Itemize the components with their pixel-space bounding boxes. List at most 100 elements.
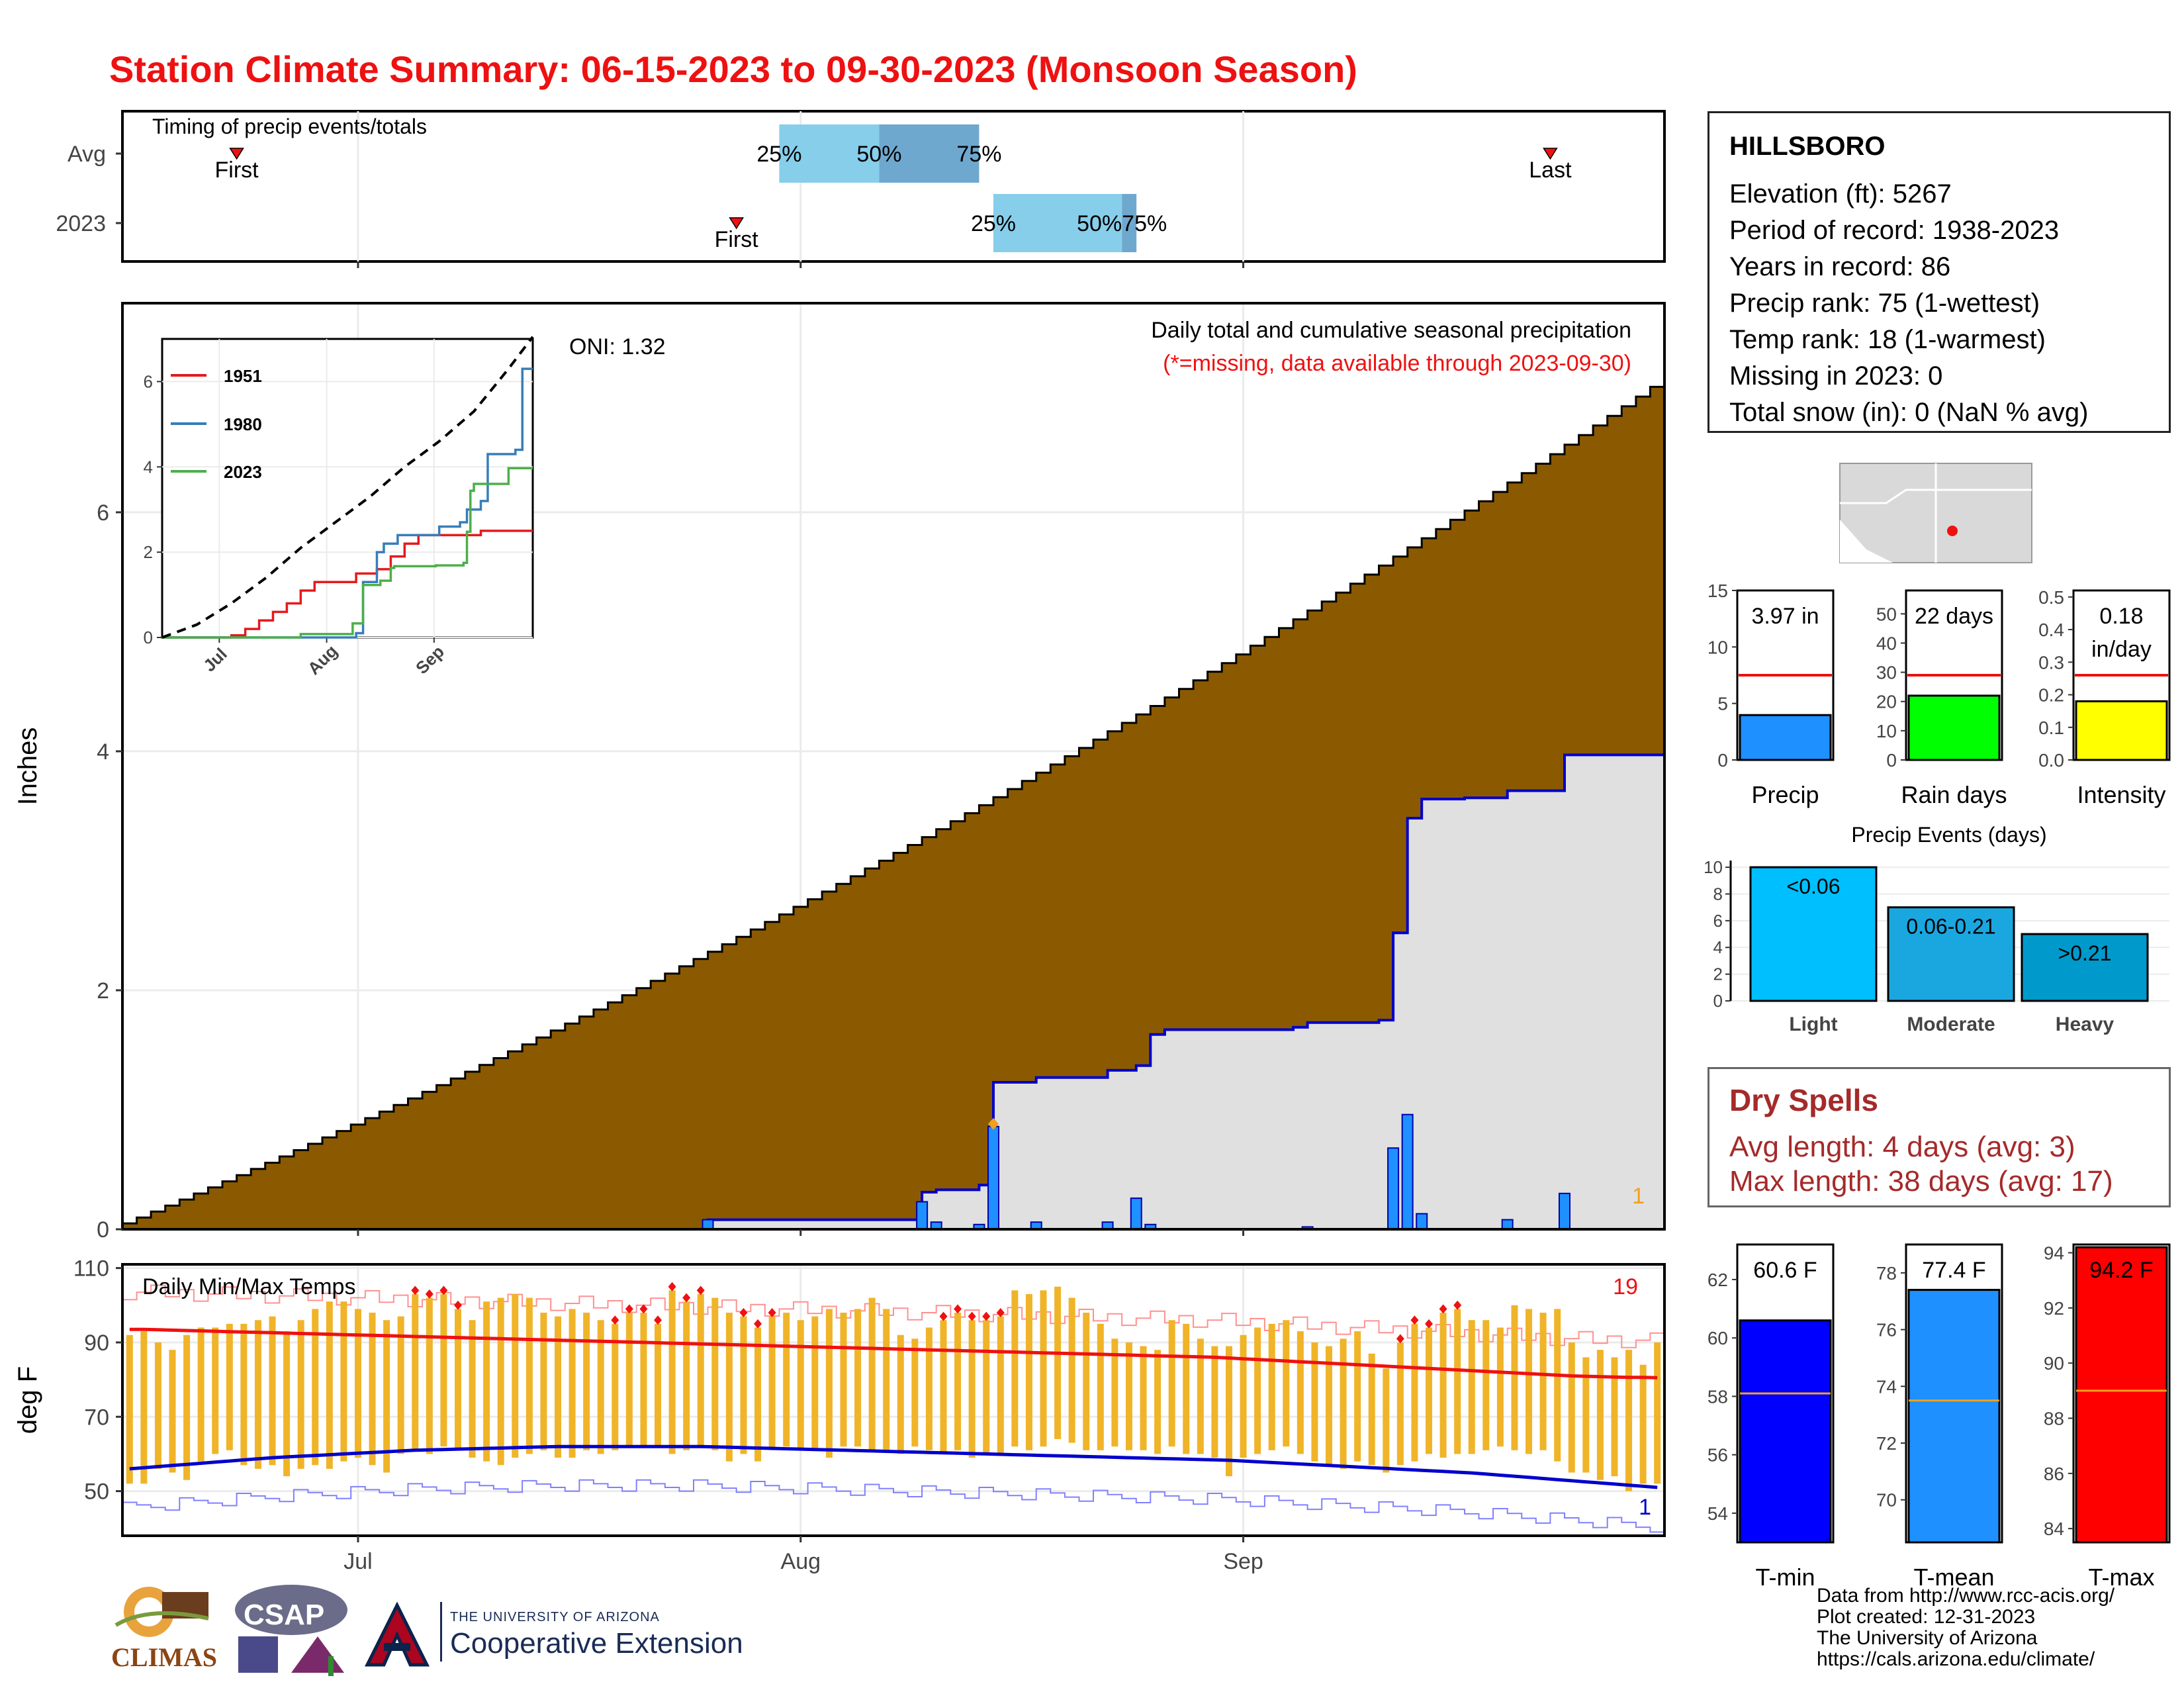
- temp-daily-bar: [1025, 1293, 1032, 1450]
- tmean-panel-y-tick-label: 84: [2044, 1519, 2064, 1539]
- events-bar: [1749, 866, 1878, 1002]
- temp-daily-bar: [1554, 1309, 1561, 1462]
- temp-daily-bar: [983, 1320, 990, 1454]
- temp-daily-bar: [525, 1297, 533, 1454]
- footer-credits: Data from http://www.rcc-acis.org/ Plot …: [1817, 1585, 2115, 1670]
- temp-daily-bar: [440, 1293, 447, 1447]
- events-y-tick-label: 8: [1713, 884, 1723, 904]
- temp-daily-bar: [1396, 1342, 1404, 1466]
- station-name: HILLSBORO: [1729, 132, 1886, 161]
- footer-data-source: Data from http://www.rcc-acis.org/: [1817, 1585, 2115, 1607]
- temp-daily-bar: [140, 1331, 148, 1484]
- precip-avg-cumulative-area: [121, 385, 1666, 1231]
- temp-daily-bar: [868, 1297, 876, 1450]
- precip-y-tick-label: 6: [97, 500, 109, 526]
- dry-spells-box: Dry Spells Avg length: 4 days (avg: 3) M…: [1707, 1067, 2171, 1207]
- temp-daily-bar: [997, 1316, 1004, 1454]
- temp-daily-bar: [1183, 1323, 1190, 1454]
- temp-daily-bar: [655, 1323, 662, 1447]
- temp-daily-bar: [1283, 1320, 1290, 1447]
- temp-record-marker: [654, 1315, 662, 1325]
- timing-first-marker: [729, 217, 745, 230]
- temp-daily-bar: [1197, 1338, 1204, 1454]
- footer-university: The University of Arizona: [1817, 1627, 2038, 1649]
- tmean-panel-y-tick-label: 72: [1876, 1433, 1897, 1454]
- temp-record-marker: [754, 1319, 762, 1329]
- temp-daily-bar: [197, 1327, 205, 1462]
- temp-y-tick-label: 110: [73, 1256, 109, 1282]
- temp-record-high-count: 19: [1613, 1274, 1638, 1299]
- temp-daily-bar: [240, 1323, 248, 1466]
- inset-series-line: [162, 367, 533, 639]
- temp-daily-bar: [383, 1320, 390, 1473]
- inset-y-tick-label: 2: [144, 542, 153, 562]
- tmean-panel-y-tick-label: 88: [2044, 1409, 2064, 1429]
- temp-record-marker: [682, 1293, 691, 1303]
- precip-record-marker: [988, 1117, 999, 1130]
- temp-y-tick-label: 70: [84, 1405, 109, 1430]
- summary-panel-y-tick-label: 15: [1707, 581, 1728, 601]
- temp-record-low-line: [122, 1479, 1664, 1533]
- tmean-panel-y-tick-label: 94: [2044, 1243, 2064, 1264]
- ua-divider: [440, 1602, 442, 1662]
- temp-daily-bar: [412, 1293, 419, 1450]
- temp-daily-bar: [854, 1309, 862, 1447]
- temp-daily-bar: [825, 1309, 833, 1458]
- summary-panel-bar: [1907, 694, 2001, 761]
- temp-daily-bar: [754, 1327, 762, 1462]
- events-title: Precip Events (days): [1851, 823, 2046, 847]
- ua-block-a-logo: [364, 1602, 430, 1667]
- summary-panel-y-tick-label: 30: [1876, 663, 1897, 683]
- temp-record-marker: [1439, 1304, 1447, 1314]
- temp-daily-bar: [954, 1313, 962, 1450]
- timing-p25-label: 25%: [756, 142, 801, 167]
- temp-record-marker: [739, 1308, 748, 1318]
- timing-first-label: First: [215, 158, 259, 183]
- temp-daily-bar: [597, 1320, 604, 1454]
- temp-daily-bar: [1211, 1346, 1218, 1458]
- temp-daily-bar: [1083, 1313, 1090, 1450]
- temp-record-marker: [411, 1286, 420, 1295]
- tmean-panel-y-tick-label: 74: [1876, 1376, 1897, 1397]
- temp-daily-bar: [426, 1297, 433, 1454]
- tmean-panel-bar: [1907, 1289, 2001, 1544]
- summary-panel-y-tick-label: 50: [1876, 604, 1897, 624]
- temp-panel-frame: [121, 1263, 1666, 1537]
- precip-obs-cumulative-area: [693, 755, 1664, 1229]
- timing-p50-p75-label: 50%75%: [1077, 211, 1167, 236]
- summary-panel-y-tick-label: 40: [1876, 633, 1897, 653]
- timing-first-label: First: [715, 227, 759, 252]
- summary-panel-y-tick-label: 0: [1886, 750, 1897, 771]
- temp-record-marker: [611, 1315, 619, 1325]
- station-years: Years in record: 86: [1729, 252, 1951, 281]
- precip-panel-subtitle: (*=missing, data available through 2023-…: [1163, 351, 1631, 376]
- summary-panel-value-label: 0.18: [2099, 604, 2143, 629]
- temp-daily-bar: [126, 1335, 133, 1484]
- inset-series-line: [162, 530, 533, 639]
- temp-daily-bar: [1411, 1323, 1418, 1462]
- temp-daily-bar: [1140, 1346, 1147, 1450]
- temp-daily-bar: [1354, 1331, 1361, 1462]
- precip-daily-bar: [1130, 1197, 1142, 1230]
- temp-daily-bar: [1125, 1342, 1132, 1450]
- temp-daily-bar: [1582, 1357, 1590, 1473]
- temp-y-tick-label: 50: [84, 1479, 109, 1505]
- timing-p50-label: 50%: [856, 142, 901, 167]
- inset-series-line: [161, 336, 534, 639]
- temp-record-marker: [453, 1300, 462, 1310]
- summary-panel-y-tick-label: 10: [1707, 637, 1728, 657]
- timing-p75-label: 75%: [956, 142, 1001, 167]
- temp-daily-bar: [1311, 1342, 1318, 1462]
- timing-row-label: Avg: [68, 142, 106, 167]
- temp-daily-bar: [697, 1293, 704, 1447]
- precip-y-tick-label: 2: [97, 978, 109, 1004]
- temp-record-marker: [968, 1311, 976, 1321]
- temp-x-tick-label: Jul: [343, 1549, 372, 1574]
- tmean-panel-bar: [2075, 1246, 2168, 1544]
- temp-daily-bar: [897, 1335, 904, 1454]
- events-y-tick-label: 2: [1713, 964, 1723, 984]
- events-bar-label: >0.21: [2058, 941, 2112, 965]
- temp-daily-bar: [226, 1323, 233, 1450]
- temp-daily-bar: [1496, 1327, 1504, 1447]
- locator-map-station-dot: [1947, 526, 1958, 536]
